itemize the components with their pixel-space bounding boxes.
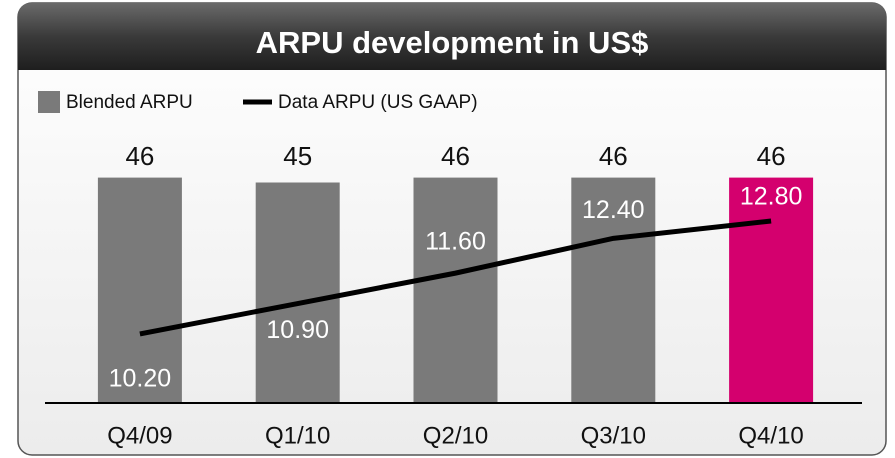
x-tick-label: Q2/10 bbox=[423, 422, 488, 449]
bar-value-label: 46 bbox=[441, 141, 470, 171]
bar bbox=[97, 177, 182, 403]
bar bbox=[571, 177, 656, 403]
bar-value-label: 46 bbox=[599, 141, 628, 171]
legend-swatch bbox=[38, 91, 60, 113]
x-tick-label: Q4/09 bbox=[107, 422, 172, 449]
legend-label: Blended ARPU bbox=[66, 92, 193, 113]
line-value-label: 10.90 bbox=[266, 316, 329, 344]
bar-value-label: 46 bbox=[125, 141, 154, 171]
header bbox=[18, 3, 886, 70]
x-tick-label: Q4/10 bbox=[738, 422, 803, 449]
line-value-label: 12.40 bbox=[582, 196, 645, 224]
line bbox=[139, 218, 772, 337]
bar bbox=[255, 182, 340, 403]
legend-label: Data ARPU (US GAAP) bbox=[278, 92, 478, 113]
bar-value-label: 46 bbox=[757, 141, 786, 171]
bar bbox=[413, 177, 498, 403]
x-tick-label: Q1/10 bbox=[265, 422, 330, 449]
x-tick-label: Q3/10 bbox=[581, 422, 646, 449]
bar bbox=[729, 177, 814, 403]
bar-value-label: 45 bbox=[283, 141, 312, 171]
chart-title: ARPU development in US$ bbox=[256, 25, 649, 60]
line-value-label: 11.60 bbox=[425, 228, 486, 256]
line-value-label: 12.80 bbox=[740, 183, 803, 211]
line-value-label: 10.20 bbox=[109, 365, 172, 393]
